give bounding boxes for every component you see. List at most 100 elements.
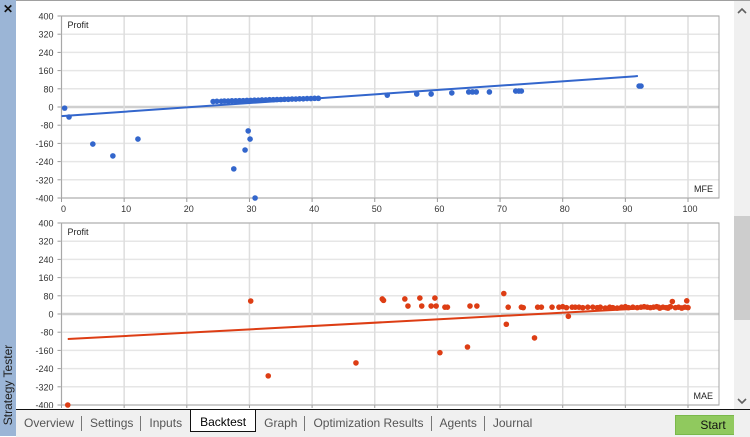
- tab-overview[interactable]: Overview: [16, 413, 83, 433]
- y-tick-label: 240: [38, 255, 53, 265]
- data-point: [464, 344, 471, 350]
- data-point: [669, 298, 676, 305]
- x-tick-label: 50: [372, 204, 382, 214]
- scroll-down-icon[interactable]: [734, 393, 750, 409]
- data-point: [402, 296, 408, 302]
- data-point: [353, 360, 359, 366]
- x-tick-label: 80: [560, 204, 570, 214]
- data-point: [230, 166, 237, 172]
- y-tick-label: 160: [38, 273, 53, 283]
- data-point: [252, 195, 258, 201]
- data-point: [467, 303, 473, 309]
- data-point: [432, 295, 438, 301]
- start-button[interactable]: Start: [675, 415, 750, 435]
- data-point: [245, 128, 251, 134]
- y-tick-label: -320: [35, 382, 53, 392]
- x-tick-label: 10: [121, 204, 131, 214]
- panel-title: Strategy Tester: [1, 344, 15, 426]
- data-point: [214, 98, 220, 105]
- y-tick-label: -400: [35, 401, 53, 409]
- data-point: [135, 136, 141, 142]
- data-point: [247, 298, 254, 304]
- data-point: [685, 304, 691, 311]
- data-point: [428, 303, 434, 309]
- y-tick-label: 80: [43, 291, 53, 301]
- x-tick-label: 40: [309, 204, 319, 214]
- vertical-scrollbar[interactable]: [734, 1, 750, 409]
- data-point: [531, 335, 538, 341]
- x-tick-label: 30: [246, 204, 256, 214]
- y-tick-label: 240: [38, 48, 53, 58]
- data-point: [242, 147, 248, 153]
- tab-agents[interactable]: Agents: [432, 413, 486, 433]
- x-tick-label: 70: [497, 204, 507, 214]
- data-point: [518, 88, 525, 94]
- data-point: [520, 304, 527, 311]
- trend-line: [61, 75, 638, 118]
- tab-bar: Overview Settings Inputs Backtest Graph Optim…: [16, 409, 750, 437]
- y-tick-label: 80: [43, 84, 53, 94]
- tab-backtest[interactable]: Backtest: [190, 409, 257, 432]
- tab-bar-corner: [734, 409, 750, 437]
- x-tick-label: 20: [184, 204, 194, 214]
- data-point: [503, 321, 510, 328]
- y-axis-label: Profit: [68, 20, 90, 30]
- y-tick-label: -80: [40, 121, 53, 131]
- chart-mfe: 400 320 240 160 80 0 -80 -160 -240 -320 -400 0 10 20 3…: [35, 12, 720, 214]
- data-point: [579, 304, 586, 311]
- data-point: [630, 304, 636, 310]
- data-point: [501, 290, 507, 297]
- y-tick-label: -80: [40, 328, 53, 338]
- data-point: [549, 304, 555, 310]
- data-point: [444, 304, 451, 310]
- data-point: [610, 304, 616, 311]
- x-tick-label: 0: [61, 204, 66, 214]
- data-point: [61, 105, 68, 111]
- y-tick-label: -320: [35, 175, 53, 185]
- data-point: [433, 303, 439, 309]
- data-point: [473, 89, 480, 95]
- x-tick-label: 90: [622, 204, 632, 214]
- data-point: [655, 304, 662, 310]
- y-tick-label: -240: [35, 364, 53, 374]
- data-point: [614, 305, 621, 311]
- data-point: [638, 83, 644, 89]
- tab-graph[interactable]: Graph: [256, 413, 306, 433]
- data-point: [437, 349, 443, 356]
- y-tick-label: 160: [38, 66, 53, 76]
- window-top-border: [0, 0, 750, 1]
- data-point: [474, 303, 480, 309]
- scroll-up-icon[interactable]: [734, 3, 750, 19]
- y-tick-label: 400: [38, 219, 53, 229]
- data-point: [597, 304, 604, 310]
- data-point: [110, 153, 116, 159]
- data-point: [602, 305, 609, 311]
- data-point: [380, 297, 387, 304]
- data-point: [247, 136, 253, 142]
- tab-inputs[interactable]: Inputs: [149, 416, 183, 430]
- chart-mae: 400 320 240 160 80 0 -80 -160 -240 -320 -400 Profit…: [35, 219, 720, 409]
- y-tick-label: 400: [38, 12, 53, 22]
- data-point: [417, 295, 423, 301]
- trend-line: [67, 305, 689, 341]
- y-tick-label: 320: [38, 237, 53, 247]
- data-point: [265, 373, 272, 379]
- x-axis-label: MAE: [693, 391, 713, 401]
- y-tick-label: 0: [48, 310, 53, 320]
- data-point: [565, 313, 572, 320]
- y-tick-label: -240: [35, 157, 53, 167]
- data-point: [589, 304, 596, 310]
- data-point: [486, 89, 493, 95]
- tab-optimization-results[interactable]: Optimization Results: [305, 413, 432, 433]
- data-point: [66, 114, 72, 120]
- scrollbar-thumb[interactable]: [734, 216, 750, 320]
- data-point: [563, 304, 570, 311]
- tab-journal[interactable]: Journal: [492, 416, 533, 430]
- data-point: [90, 141, 96, 147]
- tab-settings[interactable]: Settings: [82, 413, 142, 433]
- close-icon[interactable]: ✕: [3, 2, 14, 16]
- data-point: [384, 92, 391, 98]
- x-tick-label: 60: [434, 204, 444, 214]
- panel-sidebar: ✕ Strategy Tester: [0, 0, 16, 436]
